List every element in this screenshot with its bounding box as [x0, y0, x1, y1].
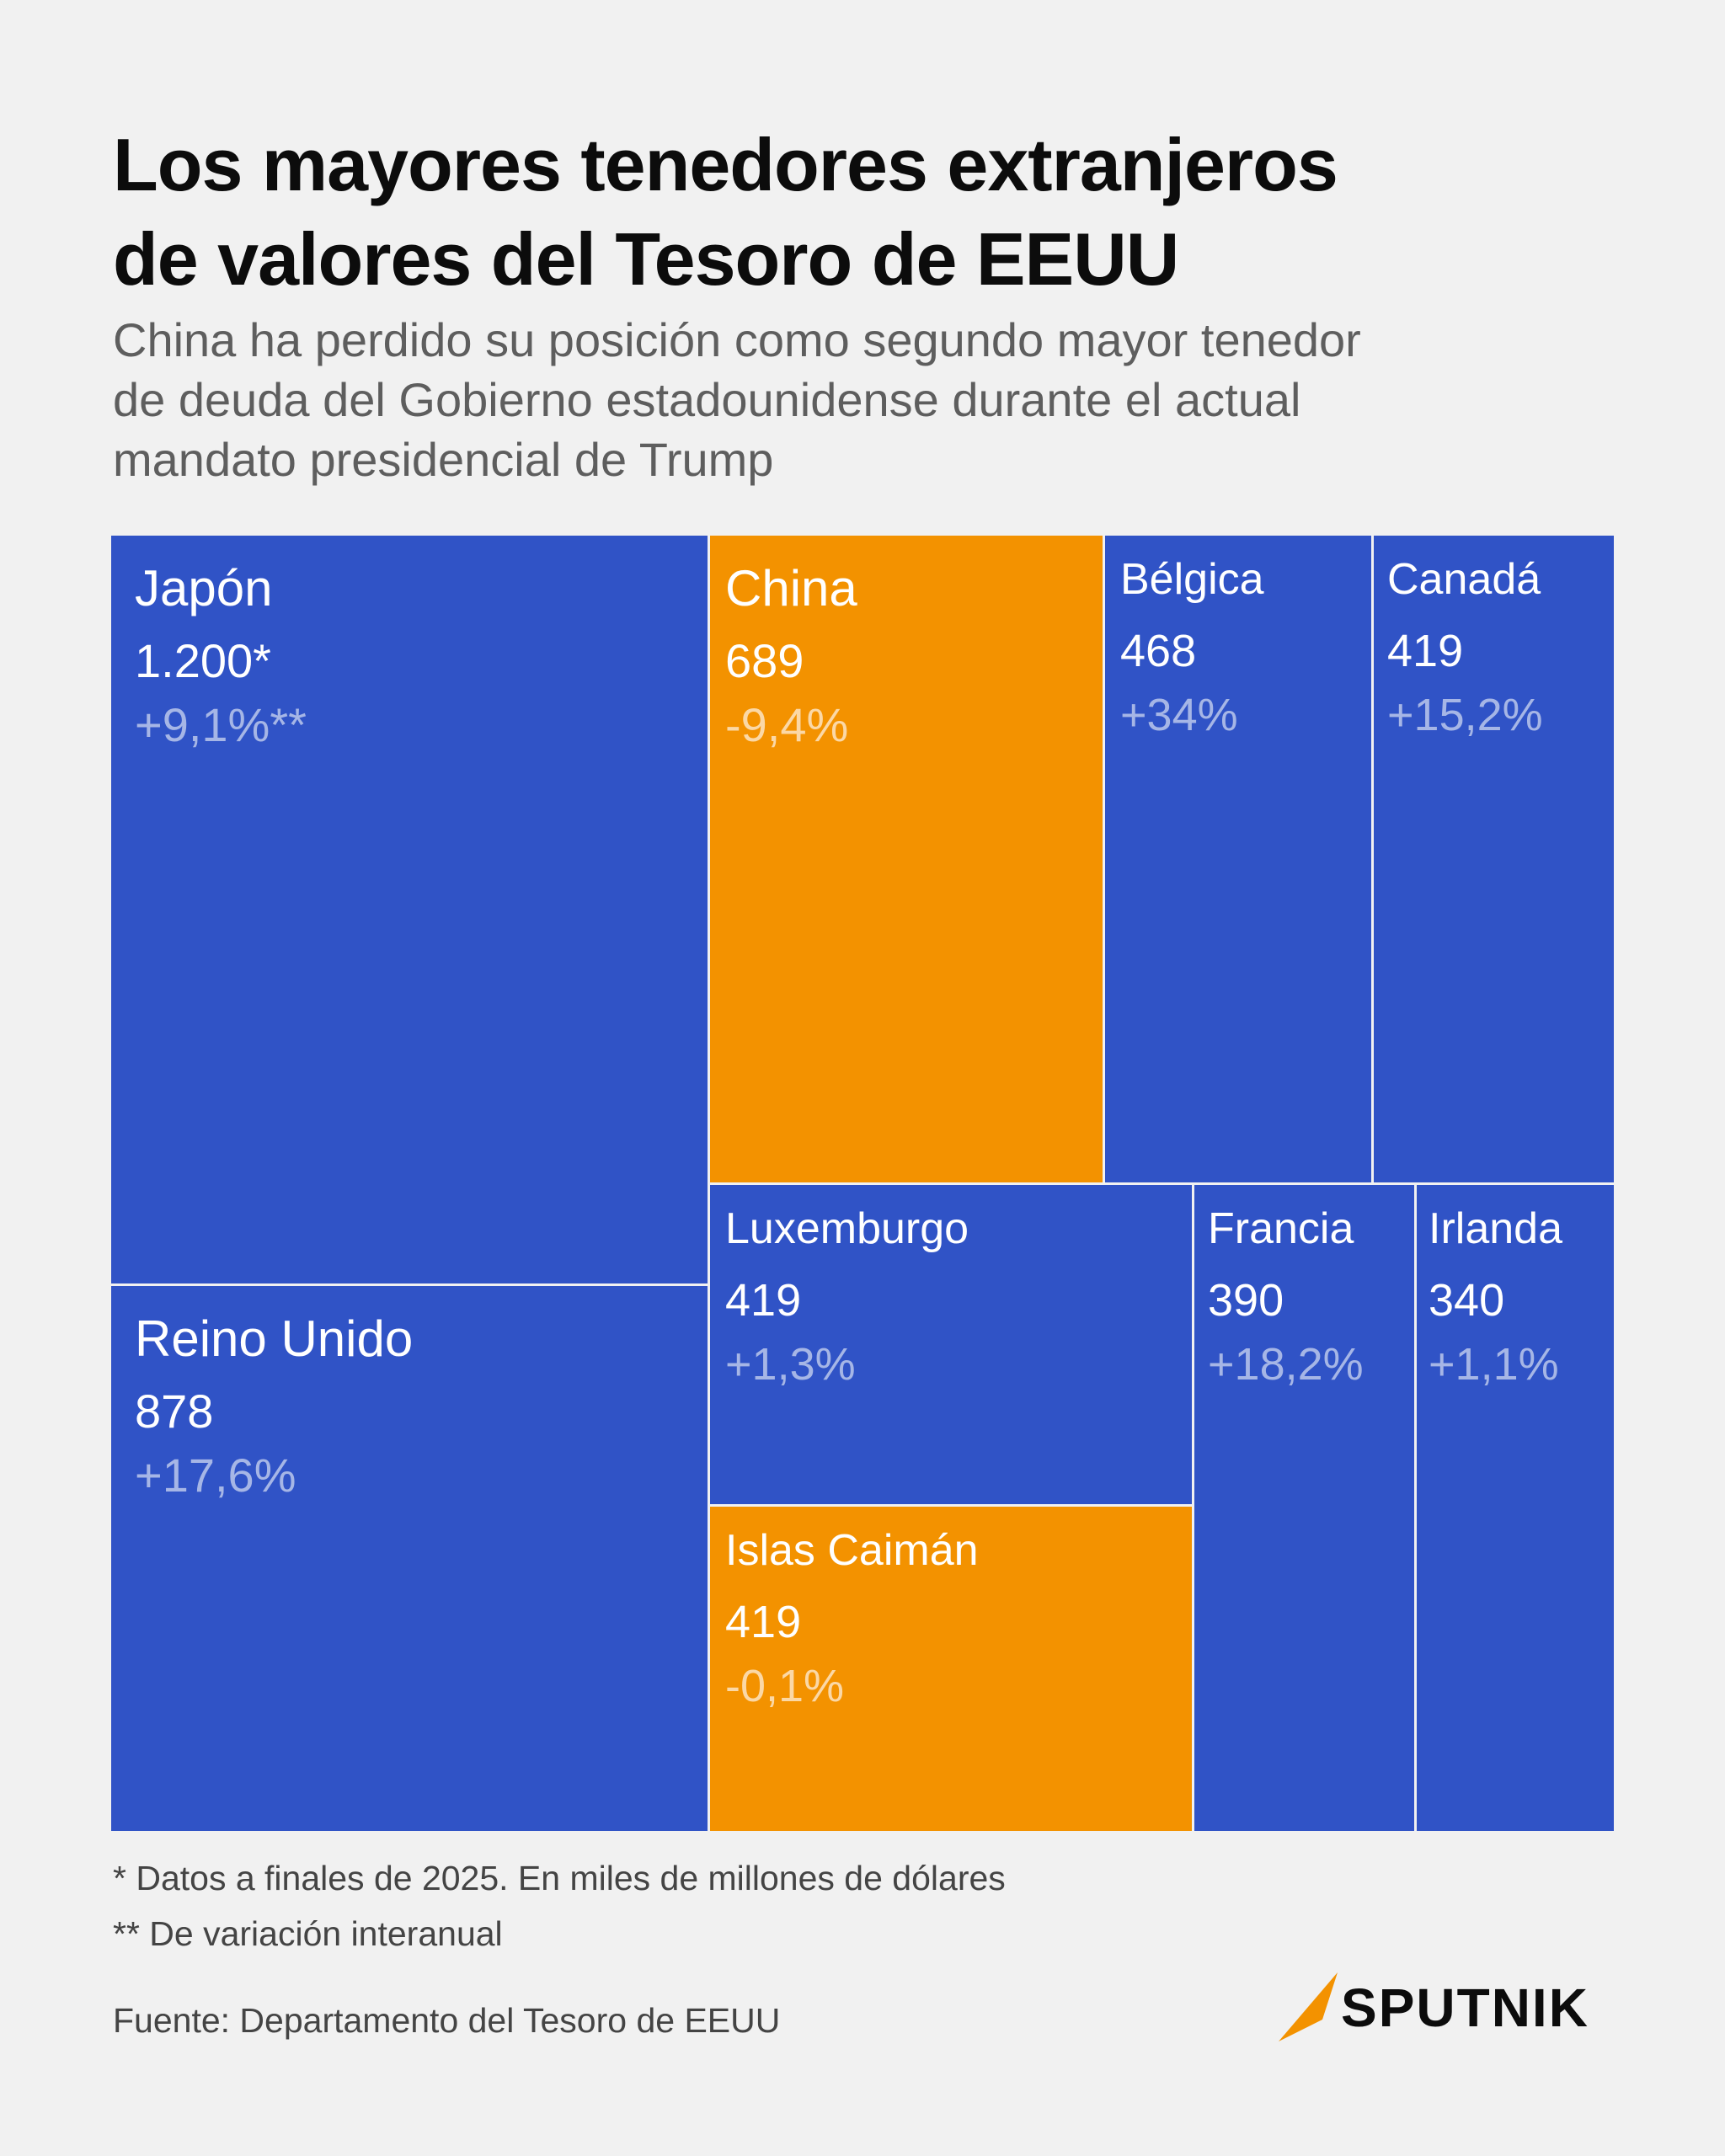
tile-irlanda-change: +1,1%	[1429, 1339, 1559, 1390]
tile-reino-unido-name: Reino Unido	[135, 1310, 414, 1367]
tile-islas-caiman-change: -0,1%	[725, 1661, 845, 1711]
tile-reino-unido-change: +17,6%	[135, 1449, 296, 1502]
tile-irlanda: Irlanda 340 +1,1%	[1417, 1185, 1614, 1831]
tile-islas-caiman: Islas Caimán 419 -0,1%	[710, 1507, 1192, 1831]
footnote-variation: ** De variación interanual	[113, 1914, 503, 1953]
tile-china: China 689 -9,4%	[710, 536, 1103, 1182]
sputnik-logo: SPUTNIK	[1272, 1969, 1626, 2045]
tile-francia-value: 390	[1208, 1275, 1284, 1326]
tile-irlanda-value: 340	[1429, 1275, 1505, 1326]
tile-belgica-name: Bélgica	[1120, 555, 1264, 604]
tile-francia-change: +18,2%	[1208, 1339, 1364, 1390]
tile-luxemburgo-name: Luxemburgo	[725, 1204, 969, 1253]
sputnik-logo-icon	[1279, 1972, 1338, 2041]
tile-japon: Japón 1.200* +9,1%**	[111, 536, 708, 1283]
tile-islas-caiman-value: 419	[725, 1597, 802, 1647]
tile-china-value: 689	[725, 634, 804, 687]
tile-belgica-change: +34%	[1120, 690, 1238, 740]
tile-francia: Francia 390 +18,2%	[1194, 1185, 1414, 1831]
page-title: Los mayores tenedores extranjeros de val…	[113, 118, 1629, 307]
sputnik-logo-text: SPUTNIK	[1341, 1977, 1589, 2038]
title-line-2: de valores del Tesoro de EEUU	[113, 217, 1179, 301]
subtitle-line-2: de deuda del Gobierno estadounidense dur…	[113, 373, 1301, 426]
tile-islas-caiman-name: Islas Caimán	[725, 1526, 979, 1575]
tile-reino-unido: Reino Unido 878 +17,6%	[111, 1286, 708, 1831]
tile-japon-name: Japón	[135, 560, 273, 616]
tile-canada-change: +15,2%	[1387, 690, 1543, 740]
tile-irlanda-name: Irlanda	[1429, 1204, 1562, 1253]
tile-canada: Canadá 419 +15,2%	[1374, 536, 1614, 1182]
title-line-1: Los mayores tenedores extranjeros	[113, 123, 1338, 206]
tile-canada-value: 419	[1387, 626, 1464, 676]
subtitle-line-3: mandato presidencial de Trump	[113, 433, 774, 486]
tile-japon-change: +9,1%**	[135, 698, 307, 751]
footnote-data: * Datos a finales de 2025. En miles de m…	[113, 1859, 1006, 1897]
tile-luxemburgo-change: +1,3%	[725, 1339, 856, 1390]
tile-china-name: China	[725, 560, 857, 616]
tile-reino-unido-value: 878	[135, 1385, 214, 1438]
subtitle: China ha perdido su posición como segund…	[113, 310, 1629, 489]
tile-japon-value: 1.200*	[135, 634, 271, 687]
subtitle-line-1: China ha perdido su posición como segund…	[113, 313, 1361, 366]
tile-luxemburgo: Luxemburgo 419 +1,3%	[710, 1185, 1192, 1504]
treemap-chart: Japón 1.200* +9,1%** Reino Unido 878 +17…	[111, 536, 1614, 1831]
tile-belgica: Bélgica 468 +34%	[1105, 536, 1371, 1182]
source-note: Fuente: Departamento del Tesoro de EEUU	[113, 2001, 781, 2040]
tile-luxemburgo-value: 419	[725, 1275, 802, 1326]
tile-canada-name: Canadá	[1387, 555, 1541, 604]
tile-belgica-value: 468	[1120, 626, 1197, 676]
tile-china-change: -9,4%	[725, 698, 849, 751]
tile-francia-name: Francia	[1208, 1204, 1354, 1253]
